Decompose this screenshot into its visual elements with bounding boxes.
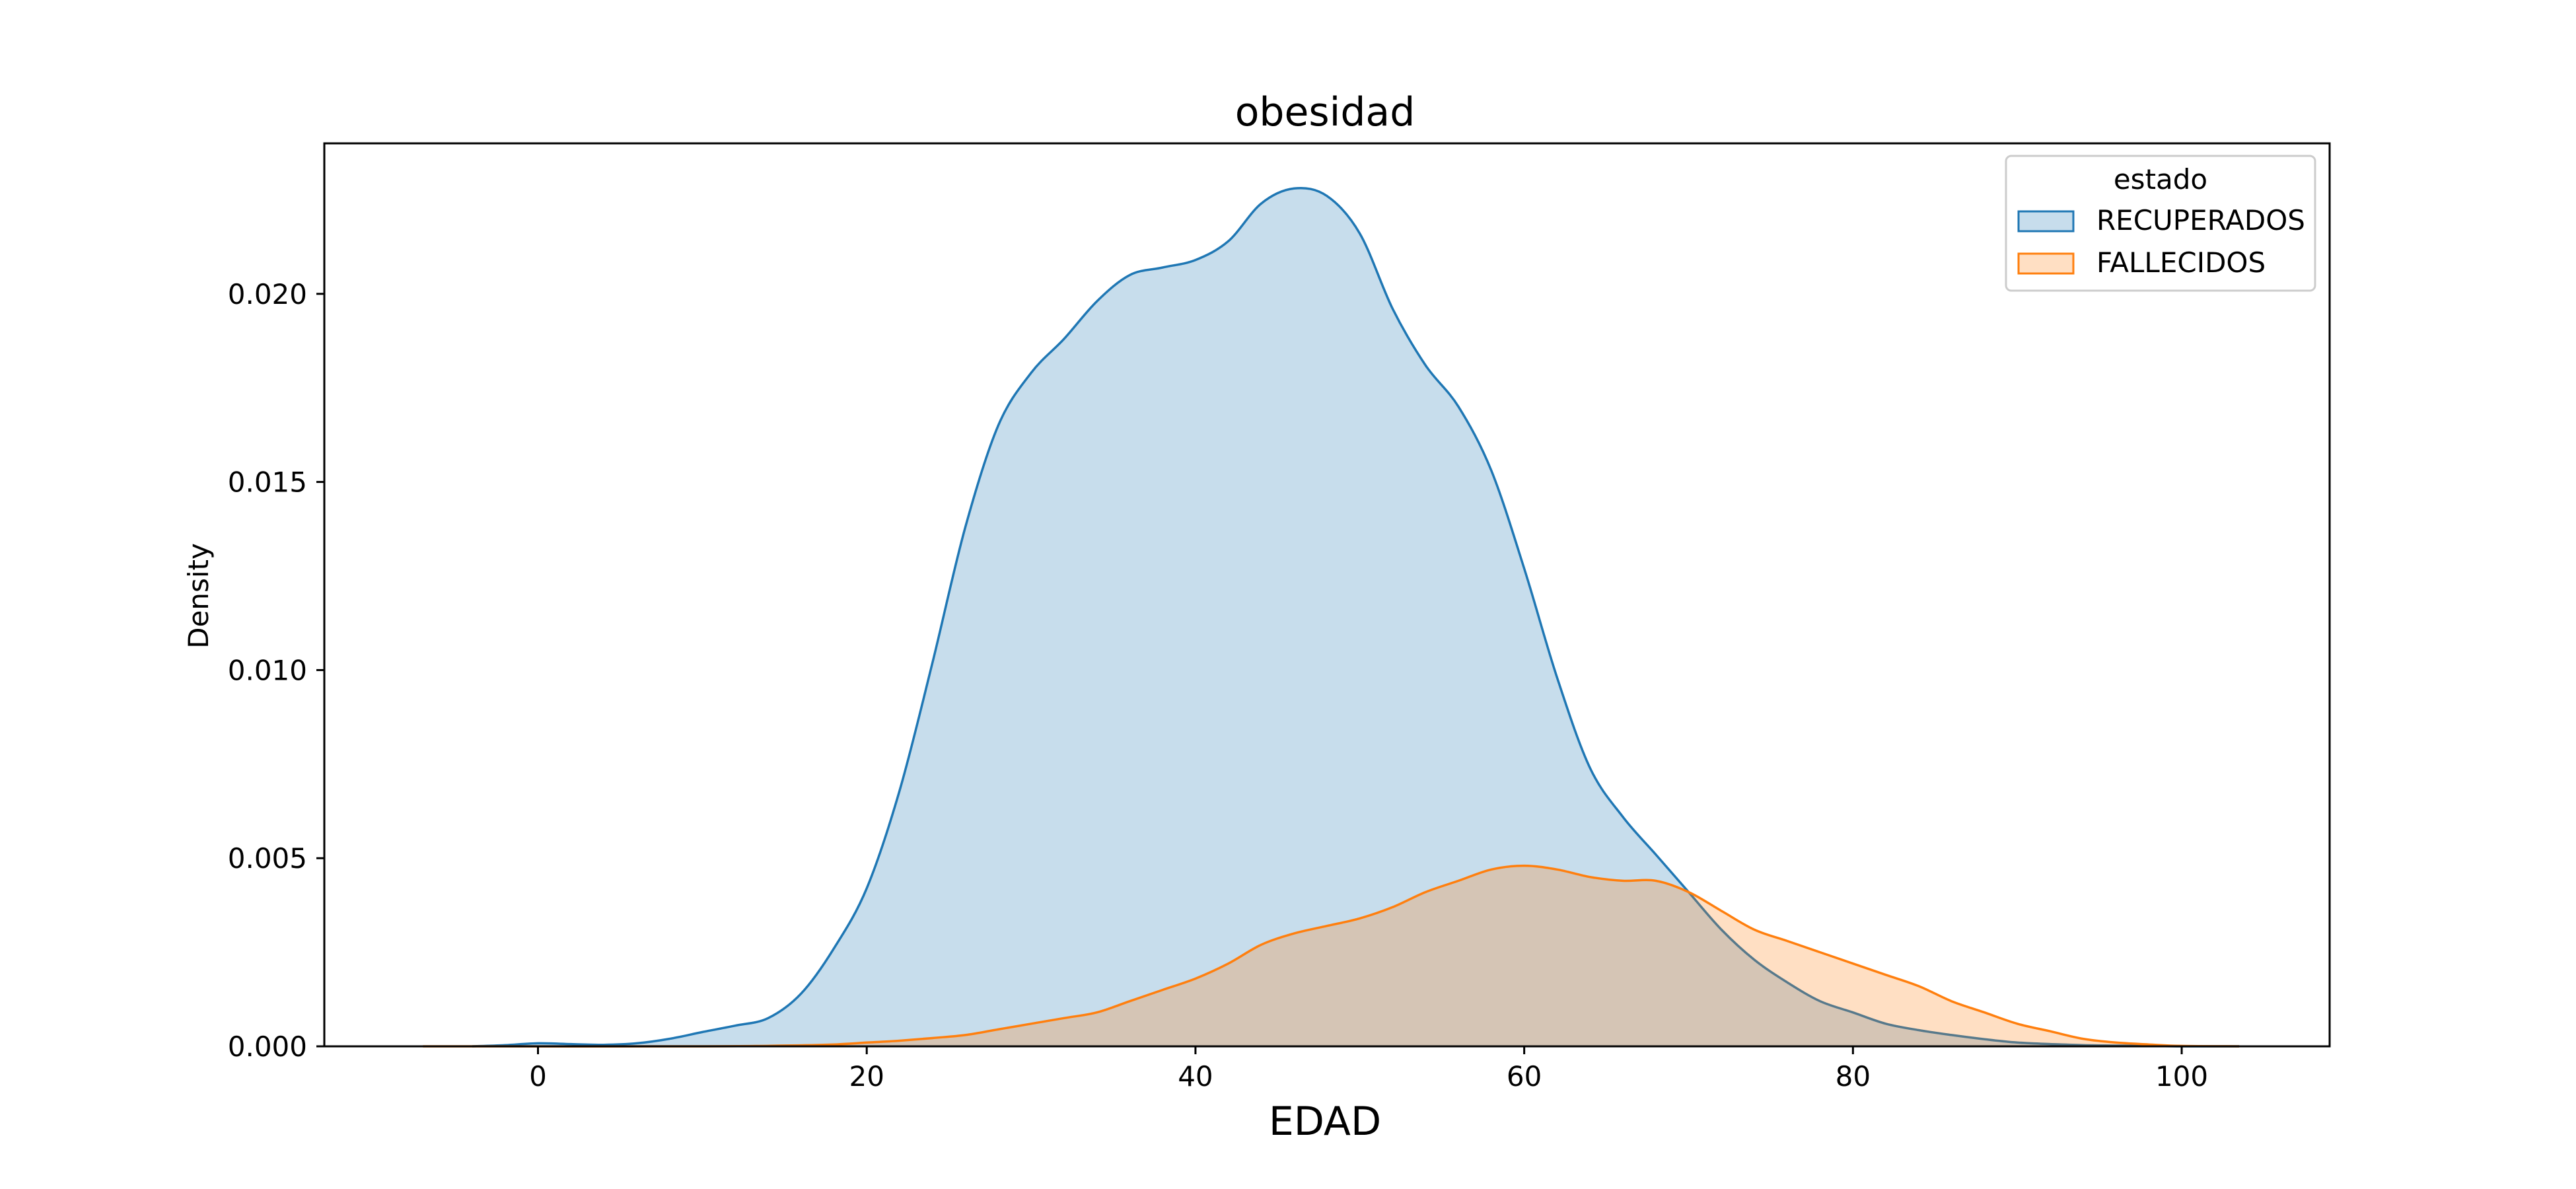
chart-title: obesidad bbox=[1235, 89, 1415, 135]
legend-frame bbox=[2005, 155, 2316, 292]
y-tick-label: 0.000 bbox=[228, 1030, 307, 1063]
density-area-fallecidos bbox=[423, 865, 2240, 1047]
density-area-recuperados bbox=[472, 188, 2240, 1047]
y-tick-label: 0.010 bbox=[228, 654, 307, 686]
legend-label-recuperados: RECUPERADOS bbox=[2096, 204, 2305, 236]
legend-label-fallecidos: FALLECIDOS bbox=[2096, 246, 2266, 279]
x-axis: 0 20 40 60 80 100 bbox=[529, 1046, 2208, 1093]
x-tick-label: 20 bbox=[849, 1060, 884, 1093]
x-tick-label: 60 bbox=[1507, 1060, 1542, 1093]
legend: estado RECUPERADOS FALLECIDOS bbox=[2005, 155, 2316, 292]
legend-swatch-fallecidos bbox=[2017, 252, 2075, 275]
x-axis-label: EDAD bbox=[1269, 1099, 1381, 1145]
y-tick-label: 0.020 bbox=[228, 278, 307, 310]
y-axis: 0.000 0.005 0.010 0.015 0.020 bbox=[228, 278, 324, 1063]
legend-title: estado bbox=[2114, 163, 2207, 196]
density-line-fallecidos bbox=[423, 864, 2240, 1048]
x-tick-label: 100 bbox=[2155, 1060, 2208, 1093]
plot-area bbox=[423, 186, 2240, 1048]
y-axis-label: Density bbox=[182, 543, 215, 649]
x-tick-label: 40 bbox=[1178, 1060, 1213, 1093]
plot-frame bbox=[323, 142, 2331, 1048]
x-tick-label: 0 bbox=[529, 1060, 547, 1093]
legend-swatch-recuperados bbox=[2017, 210, 2075, 233]
y-tick-label: 0.015 bbox=[228, 466, 307, 499]
y-tick-label: 0.005 bbox=[228, 842, 307, 875]
x-tick-label: 80 bbox=[1836, 1060, 1871, 1093]
density-line-recuperados bbox=[472, 186, 2240, 1048]
